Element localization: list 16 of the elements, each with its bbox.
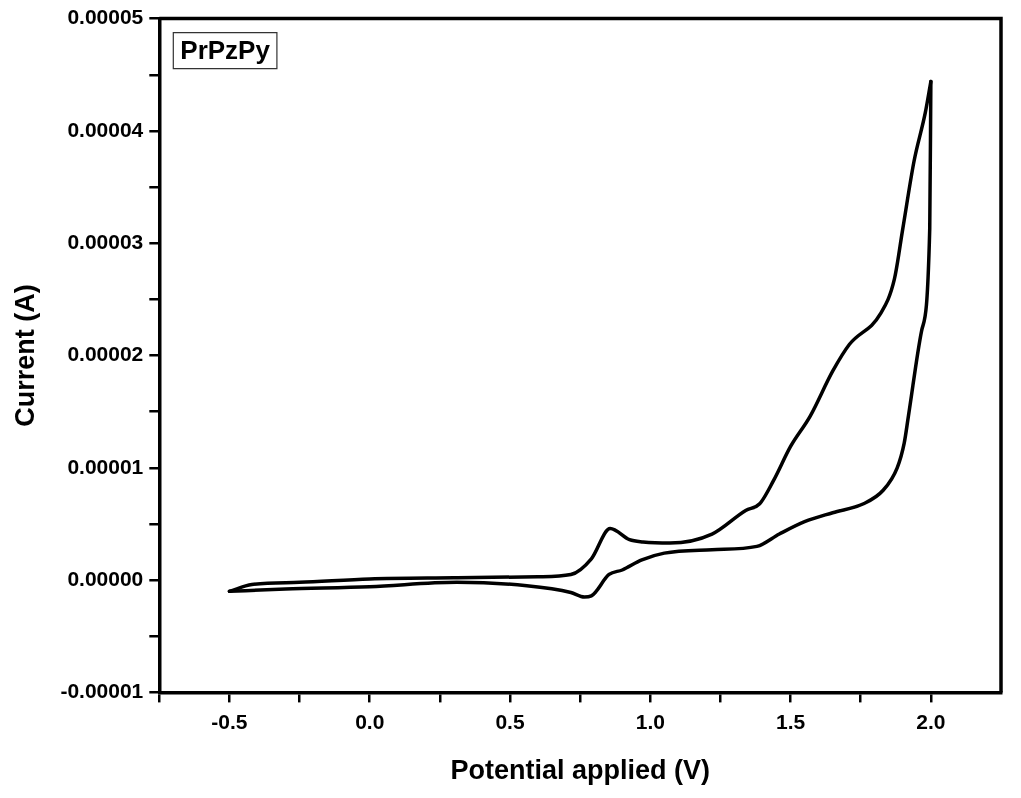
y-tick-label: 0.00000 bbox=[67, 566, 144, 590]
y-tick-label: 0.00002 bbox=[67, 342, 144, 366]
x-tick-label: 2.0 bbox=[916, 709, 946, 733]
x-tick-label: 0.5 bbox=[495, 709, 525, 733]
x-tick-label: -0.5 bbox=[211, 709, 248, 733]
y-axis-title: Current (A) bbox=[9, 284, 40, 427]
y-tick-label: 0.00001 bbox=[67, 454, 144, 478]
x-tick-label: 0.0 bbox=[355, 709, 385, 733]
y-tick-label: 0.00004 bbox=[67, 117, 144, 141]
y-tick-label: 0.00003 bbox=[67, 230, 144, 253]
x-tick-label: 1.5 bbox=[775, 709, 806, 733]
annotation: PrPzPy bbox=[180, 34, 271, 65]
y-tick-label: 0.00005 bbox=[67, 5, 144, 29]
x-tick-label: 1.0 bbox=[635, 709, 665, 733]
y-tick-label: -0.00001 bbox=[60, 679, 144, 703]
x-axis-title: Potential applied (V) bbox=[450, 755, 710, 786]
